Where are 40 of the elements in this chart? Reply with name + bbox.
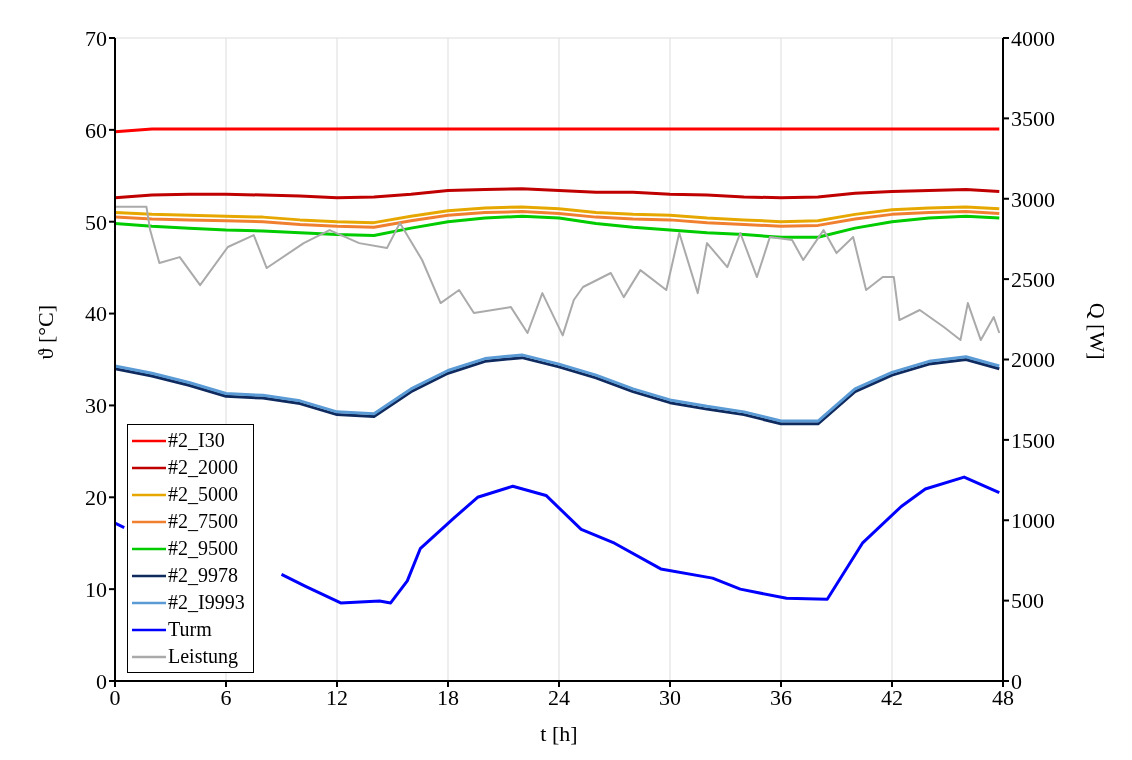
legend-label: #2_I30 — [168, 429, 225, 452]
x-tick-label: 18 — [437, 684, 459, 710]
legend-label: #2_I9993 — [168, 591, 245, 614]
line-series — [115, 205, 1001, 342]
y2-tick-label: 4000 — [1011, 25, 1055, 51]
x-tick-label: 24 — [548, 684, 570, 710]
y-axis-title: ϑ [°C] — [32, 304, 58, 360]
y-tick-label: 50 — [85, 209, 107, 235]
x-tick-label: 12 — [326, 684, 348, 710]
legend-label: #2_5000 — [168, 483, 238, 506]
y-tick-label: 70 — [85, 25, 107, 51]
x-tick-label: 6 — [220, 684, 232, 710]
legend-label: #2_7500 — [168, 510, 238, 533]
y2-tick-label: 500 — [1011, 588, 1044, 614]
x-tick-label: 42 — [881, 684, 903, 710]
y-tick-label: 40 — [85, 301, 107, 327]
legend-label: #2_9500 — [168, 537, 238, 560]
y-tick-label: 20 — [85, 485, 107, 511]
y2-tick-label: 3000 — [1011, 186, 1055, 212]
line-series — [115, 210, 1001, 229]
legend-label: Leistung — [168, 645, 238, 668]
legend-label: Turm — [168, 618, 212, 641]
legend-label: #2_2000 — [168, 456, 238, 479]
y-tick-label: 10 — [85, 576, 107, 602]
y-tick-label: 0 — [96, 668, 107, 694]
line-series — [115, 187, 1001, 200]
line-series — [115, 205, 1001, 225]
legend-label: #2_9978 — [168, 564, 238, 587]
y2-tick-label: 1000 — [1011, 508, 1055, 534]
x-axis-title: t [h] — [540, 721, 578, 746]
x-tick-label: 30 — [659, 684, 681, 710]
y2-tick-label: 2000 — [1011, 347, 1055, 373]
x-tick-label: 36 — [770, 684, 792, 710]
y-tick-label: 60 — [85, 117, 107, 143]
y-tick-label: 30 — [85, 393, 107, 419]
y2-tick-label: 1500 — [1011, 427, 1055, 453]
y2-tick-label: 3500 — [1011, 106, 1055, 132]
y2-axis-title: Q [W] — [1085, 302, 1111, 360]
line-series — [115, 214, 1001, 239]
y2-tick-label: 2500 — [1011, 266, 1055, 292]
